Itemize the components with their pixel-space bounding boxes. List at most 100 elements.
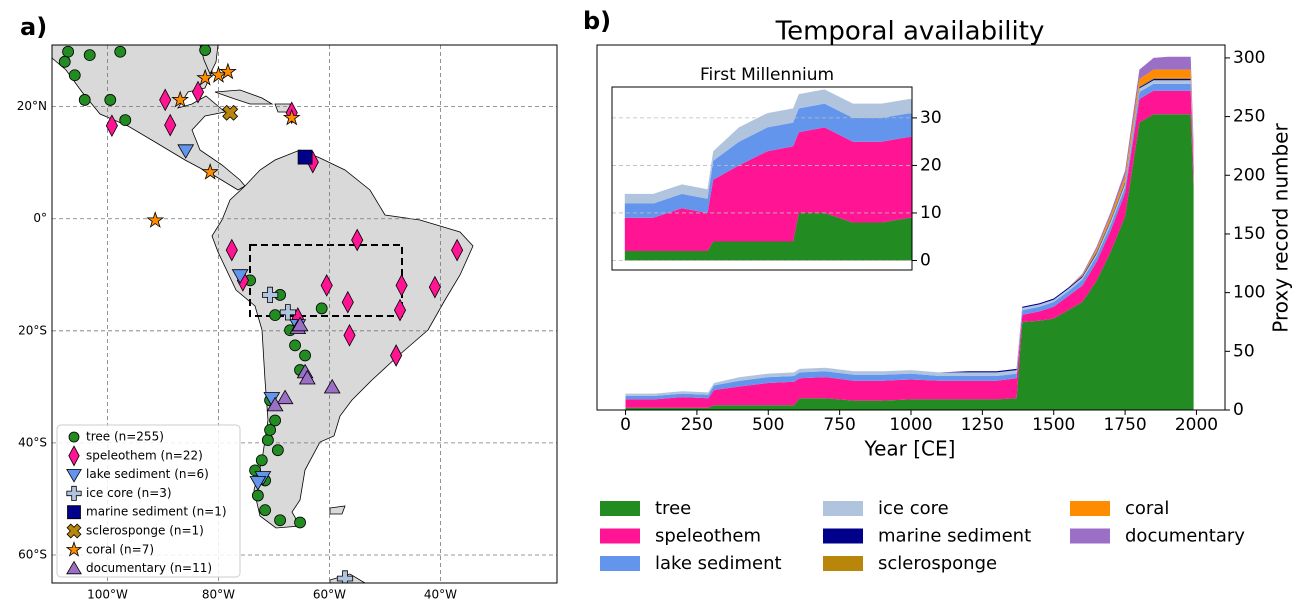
inset-title: First Millennium bbox=[700, 65, 834, 85]
inset-area bbox=[624, 103, 912, 218]
y-tick-label: 20°N bbox=[17, 99, 47, 113]
map-marker bbox=[269, 309, 281, 322]
map-marker bbox=[269, 414, 281, 427]
map-marker bbox=[83, 49, 96, 61]
map-marker bbox=[294, 516, 306, 529]
legend-swatch bbox=[1070, 501, 1110, 516]
map-marker bbox=[320, 274, 333, 297]
map-marker bbox=[255, 454, 268, 467]
legend-swatch bbox=[600, 556, 640, 571]
map-marker bbox=[271, 444, 284, 457]
map-marker bbox=[291, 316, 309, 332]
map-marker bbox=[201, 162, 219, 180]
inset-plot bbox=[624, 89, 912, 261]
legend-label: coral bbox=[1125, 498, 1169, 519]
area bbox=[625, 90, 1194, 408]
map-legend bbox=[56, 424, 241, 578]
y-tick-label: 20 bbox=[920, 155, 942, 175]
map-marker bbox=[261, 434, 274, 446]
map-marker bbox=[259, 504, 271, 517]
map-marker bbox=[343, 323, 356, 347]
legend-label: ice core (n=3) bbox=[86, 486, 172, 500]
legend-swatch bbox=[600, 501, 640, 516]
map-marker bbox=[315, 302, 328, 315]
legend-swatch bbox=[823, 556, 863, 571]
x-tick-label: 750 bbox=[823, 415, 855, 435]
map-marker bbox=[191, 80, 205, 104]
legend-label: documentary bbox=[1125, 526, 1245, 547]
legend-marker bbox=[66, 485, 82, 501]
map-marker bbox=[351, 228, 364, 252]
land bbox=[329, 505, 346, 515]
map-marker bbox=[222, 104, 239, 121]
area bbox=[625, 83, 1194, 400]
map-marker bbox=[249, 476, 267, 491]
legend-marker bbox=[65, 541, 83, 557]
legend-label: ice core bbox=[878, 498, 949, 519]
map-marker bbox=[451, 238, 464, 262]
x-tick-label: 100°W bbox=[87, 588, 128, 600]
x-tick-label: 2000 bbox=[1175, 415, 1218, 435]
legend-label: lake sediment (n=6) bbox=[86, 467, 209, 481]
legend-swatch bbox=[823, 528, 863, 544]
legend-swatch bbox=[823, 501, 863, 516]
map-marker bbox=[289, 339, 301, 352]
map-marker bbox=[146, 211, 165, 228]
y-axis-label: Proxy record number bbox=[1269, 123, 1293, 333]
map-marker bbox=[390, 344, 403, 367]
legend-label: tree (n=255) bbox=[86, 430, 164, 444]
map-marker bbox=[264, 424, 276, 436]
inset-frame bbox=[611, 86, 913, 271]
legend-marker bbox=[66, 560, 82, 575]
panel-label: a) bbox=[20, 13, 47, 41]
land bbox=[52, 45, 246, 191]
legend-swatch bbox=[1070, 528, 1110, 544]
y-tick-label: 250 bbox=[1233, 107, 1265, 127]
map-marker bbox=[104, 94, 117, 106]
map-marker bbox=[78, 94, 91, 106]
legend-label: speleothem (n=22) bbox=[86, 448, 203, 462]
map-marker bbox=[225, 238, 238, 262]
map-marker bbox=[299, 349, 311, 362]
y-tick-label: 0° bbox=[33, 211, 47, 225]
map-marker bbox=[159, 88, 172, 112]
map-marker bbox=[336, 570, 354, 583]
y-tick-label: 50 bbox=[1233, 341, 1255, 361]
x-tick-label: 40°W bbox=[424, 588, 457, 600]
y-tick-label: 40°S bbox=[18, 435, 47, 449]
legend-marker bbox=[68, 445, 80, 467]
legend-label: documentary (n=11) bbox=[86, 561, 212, 575]
x-tick-label: 1000 bbox=[889, 415, 932, 435]
map-marker bbox=[298, 369, 316, 385]
legend-marker bbox=[66, 523, 82, 539]
y-tick-label: 10 bbox=[920, 203, 942, 223]
area bbox=[625, 69, 1194, 394]
map-marker bbox=[177, 144, 195, 159]
map-marker bbox=[266, 396, 284, 412]
inset-area bbox=[624, 127, 912, 251]
map-marker bbox=[262, 286, 279, 303]
map-marker bbox=[282, 108, 301, 126]
map-marker bbox=[199, 45, 212, 56]
area bbox=[625, 56, 1194, 394]
map-marker bbox=[231, 269, 249, 284]
legend-label: sclerosponge bbox=[878, 553, 997, 574]
plot-area bbox=[625, 56, 1194, 410]
map-marker bbox=[393, 298, 407, 322]
y-tick-label: 20°S bbox=[18, 323, 47, 337]
x-axis-label: Year [CE] bbox=[864, 437, 956, 461]
map-marker bbox=[297, 149, 313, 165]
legend-marker bbox=[67, 505, 81, 520]
y-tick-label: 30 bbox=[920, 108, 942, 128]
map-marker bbox=[196, 68, 214, 86]
map-marker bbox=[251, 489, 264, 502]
y-tick-label: 300 bbox=[1233, 48, 1265, 68]
legend-label: marine sediment bbox=[878, 526, 1031, 547]
map-marker bbox=[276, 389, 294, 405]
x-tick-label: 1250 bbox=[961, 415, 1004, 435]
chart-title: Temporal availability bbox=[775, 17, 1045, 47]
legend-label: speleothem bbox=[655, 526, 761, 547]
map-marker bbox=[428, 275, 441, 299]
map-marker bbox=[219, 62, 237, 80]
